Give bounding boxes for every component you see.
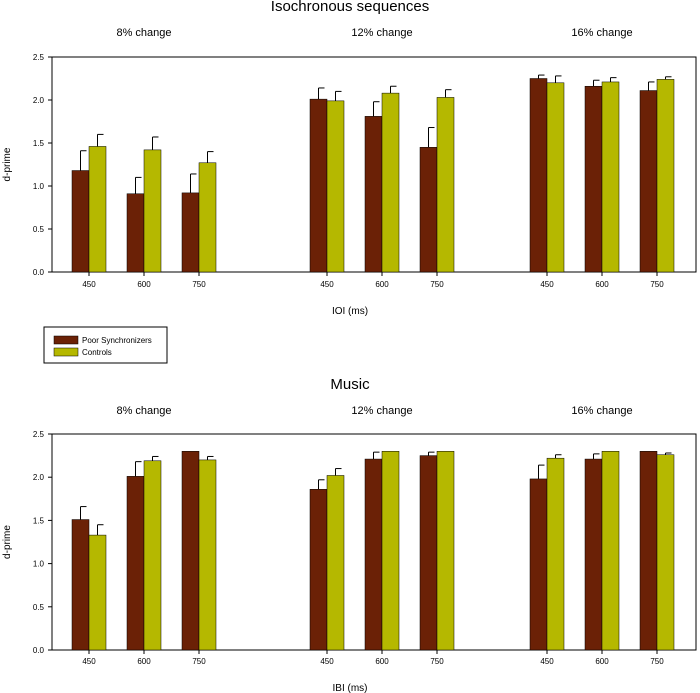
- x-tick-label: 450: [540, 657, 554, 666]
- x-axis-label: IBI (ms): [333, 683, 368, 693]
- bar-group: 12% change 450 600 750: [309, 27, 455, 289]
- group-title: 16% change: [571, 405, 632, 417]
- legend-swatch-poor-synchronizers: [53, 335, 79, 345]
- bar-controls: [656, 79, 675, 273]
- bar-poor-synchronizers: [419, 147, 438, 273]
- bar-controls: [143, 460, 162, 651]
- legend-swatch-controls: [53, 347, 79, 357]
- bar-poor-synchronizers: [639, 451, 658, 651]
- bar-controls: [546, 82, 565, 273]
- y-tick-label: 0.5: [33, 225, 45, 234]
- y-tick-label: 0.5: [33, 603, 45, 612]
- bar-poor-synchronizers: [639, 90, 658, 273]
- legend-label: Poor Synchronizers: [82, 336, 152, 345]
- bar-poor-synchronizers: [126, 193, 145, 273]
- bar-controls: [326, 475, 345, 651]
- y-axis-label: d-prime: [2, 147, 13, 181]
- x-tick-label: 450: [82, 280, 96, 289]
- bar-poor-synchronizers: [126, 476, 145, 651]
- x-tick-label: 600: [595, 280, 609, 289]
- panel-title: Isochronous sequences: [271, 0, 429, 15]
- x-tick-label: 750: [650, 280, 664, 289]
- bar-controls: [601, 451, 620, 651]
- x-tick-label: 450: [540, 280, 554, 289]
- legend-label: Controls: [82, 348, 112, 357]
- x-tick-label: 750: [192, 280, 206, 289]
- x-tick-label: 600: [595, 657, 609, 666]
- bar-poor-synchronizers: [309, 98, 328, 273]
- group-title: 12% change: [351, 405, 412, 417]
- x-tick-label: 600: [375, 657, 389, 666]
- bar-controls: [88, 534, 107, 651]
- y-tick-label: 0.0: [33, 268, 45, 277]
- bar-controls: [436, 451, 455, 651]
- bar-poor-synchronizers: [529, 478, 548, 651]
- bar-poor-synchronizers: [181, 192, 200, 273]
- bar-controls: [656, 454, 675, 651]
- x-axis-label: IOI (ms): [332, 306, 368, 317]
- y-tick-label: 1.0: [33, 182, 45, 191]
- bar-group: 8% change 450 600 750: [71, 27, 217, 289]
- x-tick-label: 750: [192, 657, 206, 666]
- x-tick-label: 750: [430, 657, 444, 666]
- y-tick-label: 2.0: [33, 473, 45, 482]
- panel-2: Music 0.0 0.5 1.0 1.5 2.0 2.5 d-prime IBI (ms) 8%…: [2, 376, 697, 693]
- x-tick-label: 450: [320, 657, 334, 666]
- bar-poor-synchronizers: [419, 455, 438, 651]
- x-tick-label: 750: [650, 657, 664, 666]
- bar-group: 8% change 450 600 750: [71, 405, 217, 666]
- bar-poor-synchronizers: [71, 170, 90, 273]
- x-tick-label: 750: [430, 280, 444, 289]
- y-tick-label: 1.0: [33, 560, 45, 569]
- bar-group: 16% change 450 600 750: [529, 27, 675, 289]
- group-title: 8% change: [116, 27, 171, 39]
- bar-controls: [198, 459, 217, 651]
- legend: Poor Synchronizers Controls: [43, 326, 168, 364]
- legend-box: [43, 326, 168, 364]
- y-tick-label: 2.0: [33, 96, 45, 105]
- bar-poor-synchronizers: [364, 116, 383, 273]
- bar-controls: [198, 162, 217, 273]
- bar-poor-synchronizers: [584, 458, 603, 651]
- x-tick-label: 600: [375, 280, 389, 289]
- bar-poor-synchronizers: [309, 489, 328, 651]
- group-title: 16% change: [571, 27, 632, 39]
- bar-controls: [143, 149, 162, 273]
- x-tick-label: 450: [82, 657, 96, 666]
- bar-group: 12% change 450 600 750: [309, 405, 455, 666]
- bar-controls: [326, 100, 345, 273]
- panel-title: Music: [330, 376, 370, 393]
- bar-poor-synchronizers: [181, 451, 200, 651]
- bar-controls: [381, 451, 400, 651]
- bar-poor-synchronizers: [71, 519, 90, 651]
- bar-poor-synchronizers: [529, 78, 548, 273]
- bar-controls: [88, 146, 107, 273]
- x-tick-label: 600: [137, 657, 151, 666]
- bar-group: 16% change 450 600 750: [529, 405, 675, 666]
- panel-1: Isochronous sequences 0.0 0.5 1.0 1.5 2.0 2.5 d…: [2, 0, 697, 317]
- y-tick-label: 2.5: [33, 430, 45, 439]
- bar-controls: [381, 92, 400, 273]
- y-tick-label: 1.5: [33, 516, 45, 525]
- bar-controls: [601, 81, 620, 273]
- bar-poor-synchronizers: [584, 85, 603, 273]
- x-tick-label: 600: [137, 280, 151, 289]
- y-tick-label: 0.0: [33, 646, 45, 655]
- bar-controls: [436, 97, 455, 273]
- bar-controls: [546, 457, 565, 651]
- y-tick-label: 2.5: [33, 53, 45, 62]
- y-axis-label: d-prime: [2, 525, 13, 559]
- group-title: 8% change: [116, 405, 171, 417]
- y-tick-label: 1.5: [33, 139, 45, 148]
- x-tick-label: 450: [320, 280, 334, 289]
- group-title: 12% change: [351, 27, 412, 39]
- bar-poor-synchronizers: [364, 458, 383, 651]
